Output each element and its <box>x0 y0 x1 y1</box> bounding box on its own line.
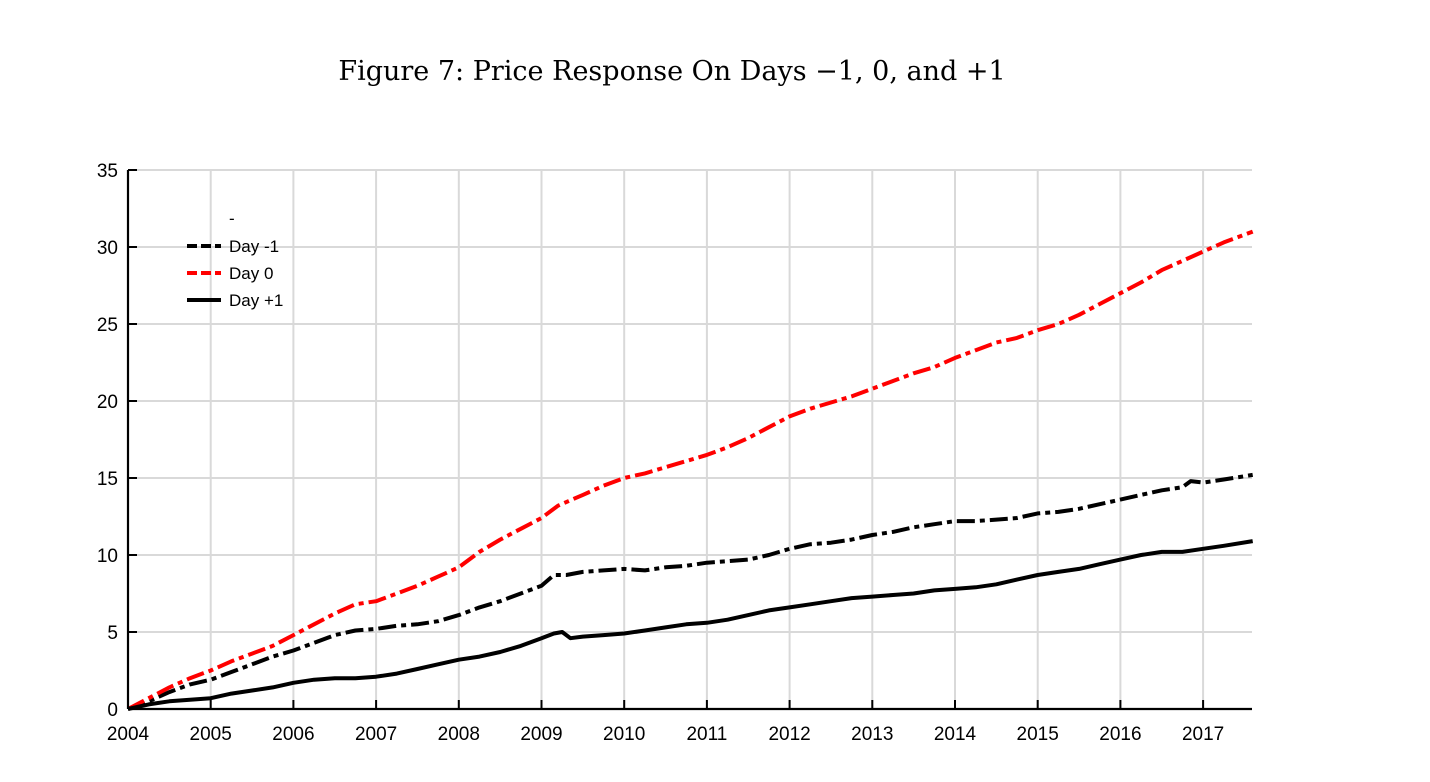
x-tick-label: 2014 <box>934 724 977 745</box>
axes <box>126 170 1252 711</box>
x-tick-label: 2007 <box>355 724 397 745</box>
x-tick-label: 2015 <box>1017 724 1059 745</box>
x-tick-label: 2016 <box>1099 724 1141 745</box>
y-tick-label: 0 <box>107 700 118 721</box>
series-line-day-1 <box>127 539 1254 711</box>
x-tick-label: 2006 <box>272 724 314 745</box>
series-line-day-1 <box>127 472 1254 711</box>
x-tick-label: 2010 <box>603 724 645 745</box>
x-tick-label: 2005 <box>190 724 232 745</box>
y-tick-label: 15 <box>97 469 118 490</box>
x-tick-label: 2004 <box>107 724 150 745</box>
x-tick-label: 2013 <box>851 724 893 745</box>
legend-label: Day 0 <box>229 264 273 283</box>
y-tick-label: 5 <box>107 623 118 644</box>
y-tick-label: 10 <box>97 546 118 567</box>
x-tick-label: 2017 <box>1182 724 1224 745</box>
x-tick-label: 2012 <box>768 724 810 745</box>
legend-header: - <box>229 209 235 228</box>
legend-label: Day -1 <box>229 237 279 256</box>
series-line-day-0 <box>127 229 1254 711</box>
y-tick-label: 35 <box>97 161 118 182</box>
grid-lines <box>128 169 1252 709</box>
figure-title: Figure 7: Price Response On Days −1, 0, … <box>338 56 1006 87</box>
y-tick-label: 25 <box>97 315 118 336</box>
y-tick-label: 20 <box>97 392 118 413</box>
y-tick-label: 30 <box>97 238 118 259</box>
x-tick-label: 2008 <box>438 724 480 745</box>
series-lines <box>127 229 1254 711</box>
legend: - Day -1 Day 0 Day +1 <box>187 209 283 310</box>
x-tick-label: 2011 <box>686 724 727 745</box>
legend-label: Day +1 <box>229 291 283 310</box>
axis-ticks: 0 5 10 15 20 25 30 35 2004 2005 2006 2007 2008 2009 20… <box>97 161 1224 745</box>
x-tick-label: 2009 <box>520 724 562 745</box>
